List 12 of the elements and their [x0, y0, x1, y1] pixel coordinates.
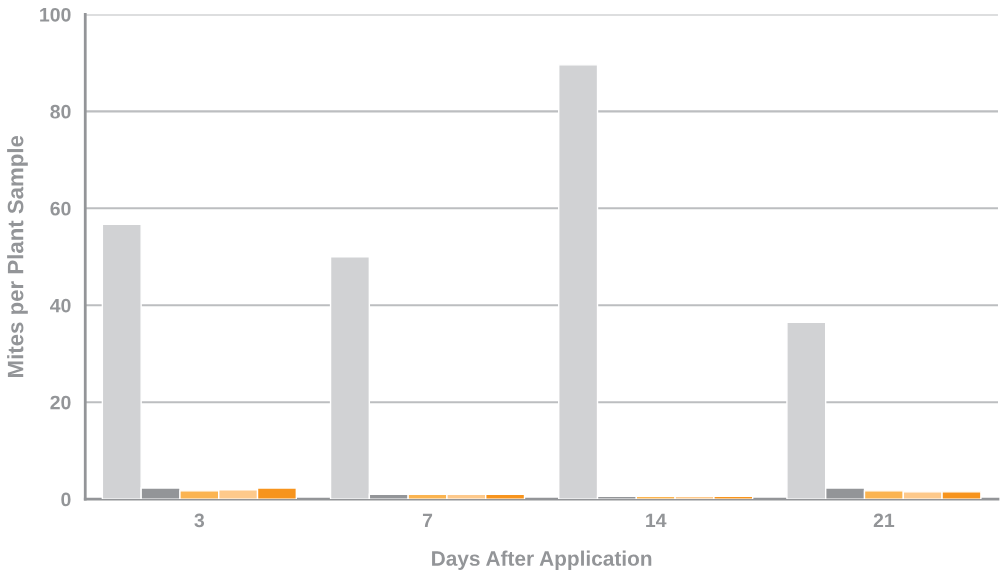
x-tick-label: 14 — [646, 513, 667, 528]
y-axis-title: Mites per Plant Sample — [7, 135, 28, 377]
x-tick-label: 21 — [873, 513, 895, 528]
x-tick-label: 3 — [194, 513, 205, 528]
y-tick-label: 0 — [61, 492, 71, 507]
y-tick-label: 60 — [50, 201, 71, 216]
y-tick-label: 40 — [50, 298, 71, 313]
y-tick-label: 20 — [50, 395, 71, 410]
x-axis-title: Days After Application — [432, 550, 652, 570]
y-tick-label: 100 — [40, 7, 71, 22]
x-tick-label: 7 — [422, 513, 433, 528]
y-tick-label: 80 — [50, 104, 71, 119]
